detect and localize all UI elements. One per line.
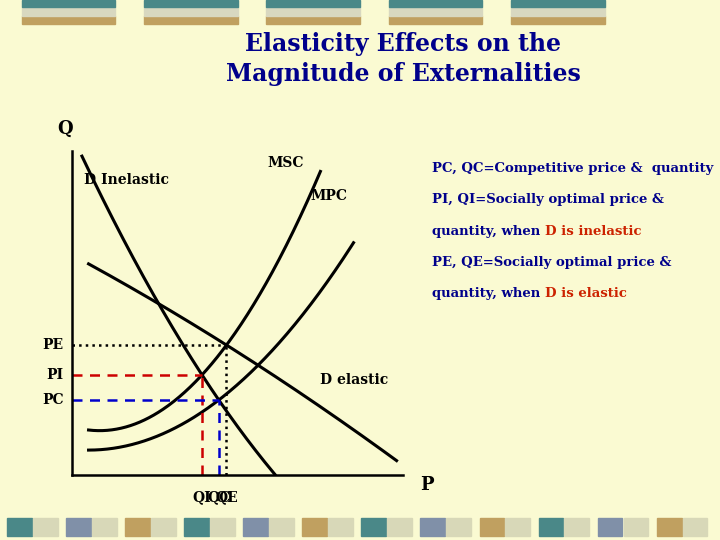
Text: PC, QC=Competitive price &  quantity: PC, QC=Competitive price & quantity — [432, 162, 714, 175]
Text: QI: QI — [193, 490, 212, 504]
Text: P: P — [420, 476, 433, 494]
Text: QC: QC — [207, 490, 230, 504]
Text: PE, QE=Socially optimal price &: PE, QE=Socially optimal price & — [432, 256, 672, 269]
Text: D Inelastic: D Inelastic — [84, 173, 168, 187]
Text: D is inelastic: D is inelastic — [545, 225, 642, 238]
Text: D elastic: D elastic — [320, 374, 389, 388]
Text: quantity, when: quantity, when — [432, 225, 545, 238]
Text: PE: PE — [42, 338, 63, 352]
Text: quantity, when: quantity, when — [432, 287, 545, 300]
Text: Elasticity Effects on the
Magnitude of Externalities: Elasticity Effects on the Magnitude of E… — [226, 32, 580, 86]
Text: PC: PC — [42, 393, 63, 407]
Text: MPC: MPC — [310, 189, 348, 203]
Text: PI, QI=Socially optimal price &: PI, QI=Socially optimal price & — [432, 193, 664, 206]
Text: MSC: MSC — [267, 157, 304, 171]
Text: QE: QE — [215, 490, 238, 504]
Text: Q: Q — [58, 120, 73, 138]
Text: D is elastic: D is elastic — [545, 287, 627, 300]
Text: PI: PI — [47, 368, 63, 382]
